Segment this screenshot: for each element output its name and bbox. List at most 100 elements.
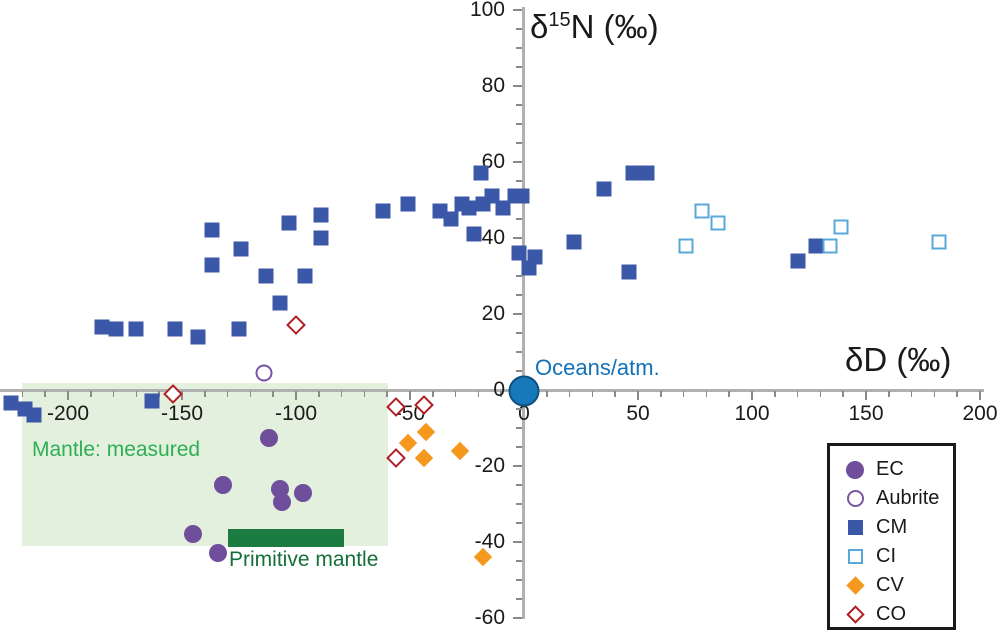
y-minor-tick: [516, 598, 522, 600]
point-CM: [167, 321, 183, 337]
y-minor-tick: [516, 446, 522, 448]
x-minor-tick: [432, 391, 434, 397]
Aubrite-marker-icon: [842, 490, 868, 507]
y-minor-tick: [516, 28, 522, 30]
point-CM: [639, 165, 655, 181]
x-tick-label: -100: [274, 402, 318, 425]
y-tick-label: 40: [481, 226, 505, 249]
x-minor-tick: [705, 391, 708, 397]
x-tick-label: 200: [962, 402, 998, 425]
legend-label: CI: [876, 545, 896, 567]
y-minor-tick: [516, 484, 522, 486]
y-minor-tick: [516, 104, 522, 106]
oceans-atm-label: Oceans/atm.: [535, 355, 660, 380]
y-minor-tick: [516, 503, 522, 505]
y-tick: [513, 541, 522, 543]
y-tick: [513, 85, 522, 87]
x-minor-tick: [204, 391, 206, 397]
point-CM: [808, 238, 824, 254]
point-CM: [233, 241, 249, 257]
x-minor-tick: [500, 391, 502, 397]
point-EC: [259, 428, 278, 447]
y-minor-tick: [516, 522, 522, 524]
y-minor-tick: [516, 180, 522, 182]
point-CI: [931, 234, 947, 250]
point-CM: [432, 203, 448, 219]
legend-label: CV: [876, 574, 904, 596]
x-minor-tick: [226, 391, 229, 397]
point-CM: [527, 249, 543, 265]
point-CM: [94, 319, 110, 335]
point-CM: [128, 321, 144, 337]
point-CM: [461, 200, 477, 216]
primitive-mantle-label: Primitive mantle: [229, 548, 379, 571]
legend-label: Aubrite: [876, 487, 940, 509]
point-CM: [790, 253, 806, 269]
y-axis-title-rest: N (‰): [570, 8, 659, 45]
point-CM: [625, 165, 641, 181]
CI-marker-icon: [842, 549, 868, 564]
x-minor-tick: [363, 391, 366, 397]
x-minor-tick: [546, 391, 548, 397]
point-CV: [416, 422, 436, 441]
legend: EC Aubrite CM CI CV CO: [827, 443, 956, 630]
x-tick: [751, 391, 753, 400]
y-minor-tick: [516, 66, 522, 68]
x-minor-tick: [454, 391, 457, 397]
y-minor-tick: [516, 47, 522, 49]
point-EC: [293, 483, 312, 502]
point-EC: [214, 476, 233, 494]
point-CM: [473, 165, 489, 181]
point-Aubrite: [255, 364, 273, 382]
y-tick: [513, 237, 522, 239]
y-minor-tick: [516, 408, 522, 410]
point-CI: [833, 219, 849, 235]
point-CM: [511, 245, 527, 261]
x-minor-tick: [682, 391, 685, 397]
y-minor-tick: [516, 123, 522, 125]
y-minor-tick: [516, 351, 522, 353]
x-tick: [979, 391, 981, 400]
point-CM: [297, 268, 313, 284]
legend-item-CM: CM: [830, 513, 953, 542]
legend-item-CV: CV: [830, 571, 953, 600]
x-minor-tick: [340, 391, 343, 397]
x-tick: [181, 391, 183, 400]
point-CM: [375, 203, 391, 219]
x-tick: [409, 391, 411, 400]
point-CM: [313, 230, 329, 246]
CV-marker-icon: [842, 576, 868, 595]
point-CM: [144, 393, 160, 409]
point-CM: [521, 260, 537, 276]
x-axis-title: δD (‰): [845, 341, 952, 378]
x-minor-tick: [249, 391, 252, 397]
x-minor-tick: [774, 391, 776, 397]
x-tick-label: -200: [46, 402, 90, 425]
point-CM: [26, 407, 42, 423]
x-tick-label: 0: [518, 402, 530, 425]
point-CM: [3, 395, 19, 411]
EC-marker-icon: [842, 460, 868, 479]
y-tick-label: 0: [493, 378, 505, 401]
x-minor-tick: [842, 391, 844, 397]
legend-label: EC: [876, 458, 904, 480]
legend-label: CO: [876, 603, 906, 625]
point-CI: [710, 215, 726, 231]
point-EC: [209, 544, 228, 563]
point-CM: [596, 181, 612, 197]
y-tick-label: -20: [474, 454, 505, 477]
point-CV: [398, 433, 417, 453]
y-tick: [513, 313, 522, 315]
y-minor-tick: [516, 275, 522, 277]
point-EC: [184, 525, 203, 544]
primitive-mantle-bar: [228, 529, 344, 547]
x-minor-tick: [910, 391, 913, 397]
x-minor-tick: [318, 391, 320, 397]
x-tick-label: 50: [626, 402, 650, 425]
point-CO: [286, 315, 306, 336]
point-CM: [204, 222, 220, 238]
point-EC: [273, 493, 292, 512]
point-CM: [484, 188, 500, 204]
point-CM: [466, 226, 482, 242]
